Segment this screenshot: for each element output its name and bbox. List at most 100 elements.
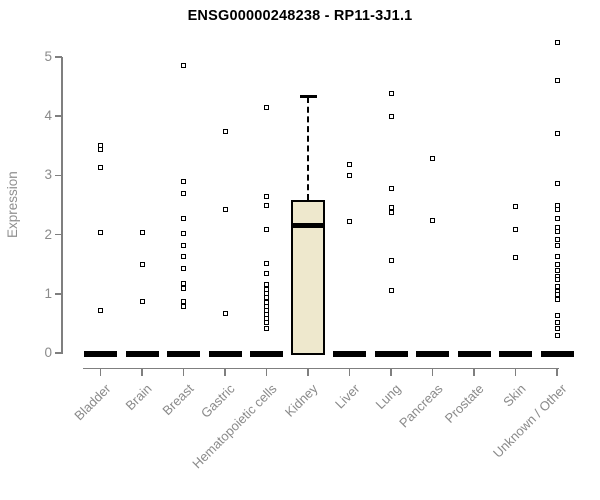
outlier-point xyxy=(222,310,228,316)
outlier-point xyxy=(98,165,104,171)
outlier-point xyxy=(139,298,145,304)
outlier-point xyxy=(388,90,394,96)
outlier-point xyxy=(181,190,187,196)
outlier-point xyxy=(388,185,394,191)
outlier-point xyxy=(554,267,560,273)
x-tick xyxy=(182,368,185,376)
zero-bar xyxy=(457,351,491,357)
y-tick xyxy=(55,293,62,295)
outlier-point xyxy=(139,230,145,236)
zero-bar xyxy=(416,351,450,357)
outlier-point xyxy=(388,209,394,215)
outlier-point xyxy=(347,162,353,168)
outlier-point xyxy=(347,219,353,225)
outlier-point xyxy=(554,242,560,248)
outlier-point xyxy=(181,298,187,304)
x-tick xyxy=(390,368,392,376)
outlier-point xyxy=(554,261,560,267)
y-tick xyxy=(55,115,62,117)
x-tick xyxy=(307,368,309,376)
outlier-point xyxy=(98,230,104,236)
outlier-point xyxy=(554,207,560,213)
outlier-point xyxy=(264,226,270,232)
outlier-point xyxy=(554,284,560,290)
outlier-point xyxy=(347,173,353,179)
outlier-point xyxy=(430,218,436,224)
outlier-point xyxy=(554,180,560,186)
outlier-point xyxy=(554,254,560,259)
outlier-point xyxy=(554,319,560,325)
x-axis-line xyxy=(83,367,559,369)
outlier-point xyxy=(181,230,187,236)
outlier-point xyxy=(430,155,436,161)
zero-bar xyxy=(333,351,367,357)
zero-bar xyxy=(540,351,574,357)
outlier-point xyxy=(181,280,187,286)
outlier-point xyxy=(181,242,187,248)
outlier-point xyxy=(554,39,560,45)
zero-bar xyxy=(208,351,242,357)
y-tick xyxy=(55,56,62,58)
x-tick xyxy=(514,368,517,376)
outlier-point xyxy=(222,128,228,134)
outlier-point xyxy=(181,265,187,271)
y-tick-label: 1 xyxy=(44,285,52,301)
outlier-point xyxy=(388,257,394,263)
outlier-point xyxy=(264,270,270,276)
outlier-point xyxy=(98,146,104,152)
whisker-cap xyxy=(299,95,317,98)
outlier-point xyxy=(554,276,560,282)
outlier-point xyxy=(181,254,187,259)
zero-bar xyxy=(250,351,284,357)
x-tick xyxy=(556,368,558,376)
outlier-point xyxy=(181,179,187,185)
outlier-point xyxy=(264,319,270,325)
outlier-point xyxy=(181,63,187,69)
outlier-point xyxy=(554,229,560,235)
outlier-point xyxy=(264,286,270,292)
outlier-point xyxy=(513,203,519,209)
x-tick xyxy=(224,368,226,376)
outlier-point xyxy=(513,254,519,260)
x-tick xyxy=(141,368,143,376)
outlier-point xyxy=(222,206,228,212)
outlier-point xyxy=(554,325,560,331)
y-tick xyxy=(55,352,62,354)
outlier-point xyxy=(181,216,187,222)
y-tick xyxy=(55,233,62,236)
x-tick xyxy=(348,368,351,376)
whisker xyxy=(307,96,310,201)
x-tick xyxy=(431,368,434,376)
outlier-point xyxy=(264,261,270,267)
x-tick xyxy=(473,368,475,376)
outlier-point xyxy=(554,332,560,338)
outlier-point xyxy=(388,114,394,120)
y-tick-label: 3 xyxy=(44,167,52,183)
outlier-point xyxy=(264,104,270,110)
outlier-point xyxy=(388,287,394,293)
outlier-point xyxy=(554,236,560,242)
outlier-point xyxy=(554,297,560,303)
x-tick xyxy=(99,368,102,376)
y-tick-label: 4 xyxy=(44,108,52,124)
y-tick-label: 0 xyxy=(44,345,52,360)
outlier-point xyxy=(554,312,560,318)
y-tick-label: 2 xyxy=(44,226,52,242)
x-tick xyxy=(265,368,268,376)
chart-title: ENSG00000248238 - RP11-3J1.1 xyxy=(187,8,413,24)
median-line xyxy=(293,223,324,229)
zero-bar xyxy=(167,351,201,357)
zero-bar xyxy=(84,351,118,357)
y-tick-label: 5 xyxy=(44,49,52,64)
zero-bar xyxy=(374,351,408,357)
outlier-point xyxy=(554,78,560,84)
y-tick xyxy=(55,174,62,177)
outlier-point xyxy=(554,131,560,137)
outlier-point xyxy=(98,307,104,313)
outlier-point xyxy=(181,285,187,291)
y-axis-line xyxy=(61,57,63,354)
outlier-point xyxy=(554,216,560,222)
outlier-point xyxy=(264,202,270,208)
zero-bar xyxy=(499,351,533,357)
